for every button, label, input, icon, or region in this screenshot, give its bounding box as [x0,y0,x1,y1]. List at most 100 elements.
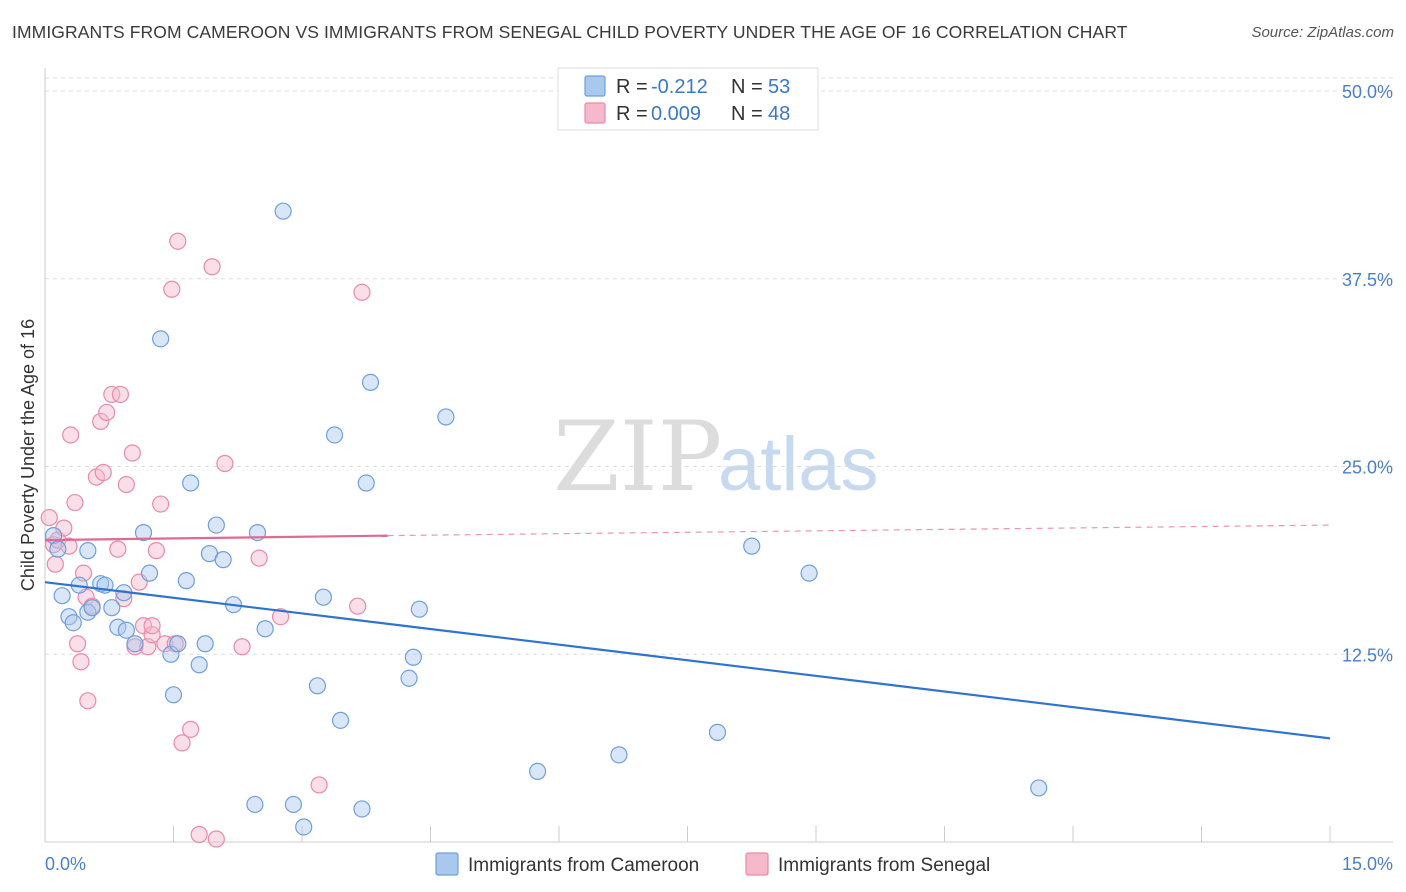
cameroon-point [410,600,428,618]
bottom-legend: Immigrants from Cameroon Immigrants from… [435,852,990,876]
cameroon-point [325,426,344,444]
cameroon-point [207,516,225,534]
senegal-point [40,508,58,527]
senegal-point [46,555,64,573]
senegal-point [203,258,221,276]
top-legend: R = -0.212 N = 53 R = 0.009 N = 48 [557,67,819,131]
senegal-point [233,638,251,656]
legend-cameroon-n-value: 53 [768,76,790,98]
bottom-legend-label-cameroon: Immigrants from Cameroon [468,855,699,876]
cameroon-points [44,202,1048,836]
y-axis-tick-labels: 12.5% 25.0% 37.5% 50.0% [1342,82,1393,665]
legend-cameroon-r-label: R = [616,76,648,98]
cameroon-trend-line [44,581,1331,740]
cameroon-point [134,523,153,542]
cameroon-point [295,818,313,836]
senegal-trend-line [44,534,388,542]
bottom-legend-label-senegal: Immigrants from Senegal [778,855,990,876]
cameroon-point [256,620,274,638]
legend-cameroon-r-value: -0.212 [651,76,708,98]
senegal-trend-line-extension [387,524,1331,537]
x-tick-label-max: 15.0% [1342,854,1393,874]
cameroon-point [169,635,187,653]
senegal-point [173,734,191,752]
cameroon-point [83,599,101,617]
cameroon-point [140,564,159,582]
senegal-point [92,412,110,431]
bottom-legend-swatch-cameroon [435,852,459,876]
cameroon-point [246,795,264,814]
cameroon-point [1030,779,1048,797]
y-tick-label: 25.0% [1342,458,1393,478]
senegal-point [72,653,90,671]
y-axis-label: Child Poverty Under the Age of 16 [18,319,38,591]
senegal-point [169,232,187,250]
senegal-point [190,825,208,844]
senegal-point [117,475,135,494]
cameroon-point [177,572,195,590]
chart-title: IMMIGRANTS FROM CAMEROON VS IMMIGRANTS F… [12,22,1128,42]
senegal-point [163,280,181,298]
senegal-point [109,540,127,558]
y-tick-label: 12.5% [1342,645,1393,665]
senegal-point [143,626,161,644]
y-tick-label: 50.0% [1342,82,1393,102]
senegal-point [111,385,129,404]
cameroon-point [196,635,214,653]
legend-senegal-r-value: 0.009 [651,103,701,125]
cameroon-point [404,648,422,666]
cameroon-point [162,645,180,663]
cameroon-point [49,540,67,558]
cameroon-point [182,474,200,492]
cameroon-point [214,551,232,569]
bottom-legend-swatch-senegal [745,852,769,876]
legend-swatch-cameroon [584,75,606,97]
cameroon-point [708,723,727,741]
x-tick-label-min: 0.0% [45,854,86,874]
senegal-point [79,692,97,710]
senegal-point [207,830,225,848]
senegal-point [147,542,165,560]
senegal-point [62,426,80,444]
cameroon-point [164,686,183,704]
cameroon-point [528,762,547,781]
cameroon-point [743,537,761,555]
senegal-point [182,720,200,738]
cameroon-point [308,677,327,695]
senegal-point [310,776,328,794]
legend-senegal-n-label: N = [731,103,763,125]
cameroon-point [331,711,350,729]
cameroon-point [103,599,121,617]
x-axis-ticks [44,826,1331,842]
cameroon-point [400,669,418,687]
cameroon-point [79,542,97,560]
senegal-point [353,283,371,301]
legend-swatch-senegal [584,102,606,124]
senegal-point [271,608,290,626]
cameroon-point [610,746,628,764]
legend-senegal-n-value: 48 [768,103,790,125]
cameroon-point [64,614,82,632]
senegal-point [98,403,116,422]
cameroon-point [117,621,135,639]
trend-lines [44,524,1331,740]
watermark-zip: ZIP [553,401,722,513]
legend-senegal-r-label: R = [616,103,648,125]
senegal-point [94,463,112,482]
senegal-point [250,549,268,567]
cameroon-point [353,800,371,818]
senegal-point [216,454,234,473]
watermark-atlas: atlas [718,422,879,507]
y-tick-label: 37.5% [1342,270,1393,290]
cameroon-point [357,474,375,492]
cameroon-point [53,587,71,605]
senegal-point [60,537,78,555]
cameroon-point [274,202,292,220]
cameroon-point [152,330,170,348]
cameroon-point [284,795,303,814]
cameroon-point [190,656,208,674]
senegal-point [143,617,161,635]
senegal-point [152,495,170,513]
cameroon-point [800,564,818,582]
